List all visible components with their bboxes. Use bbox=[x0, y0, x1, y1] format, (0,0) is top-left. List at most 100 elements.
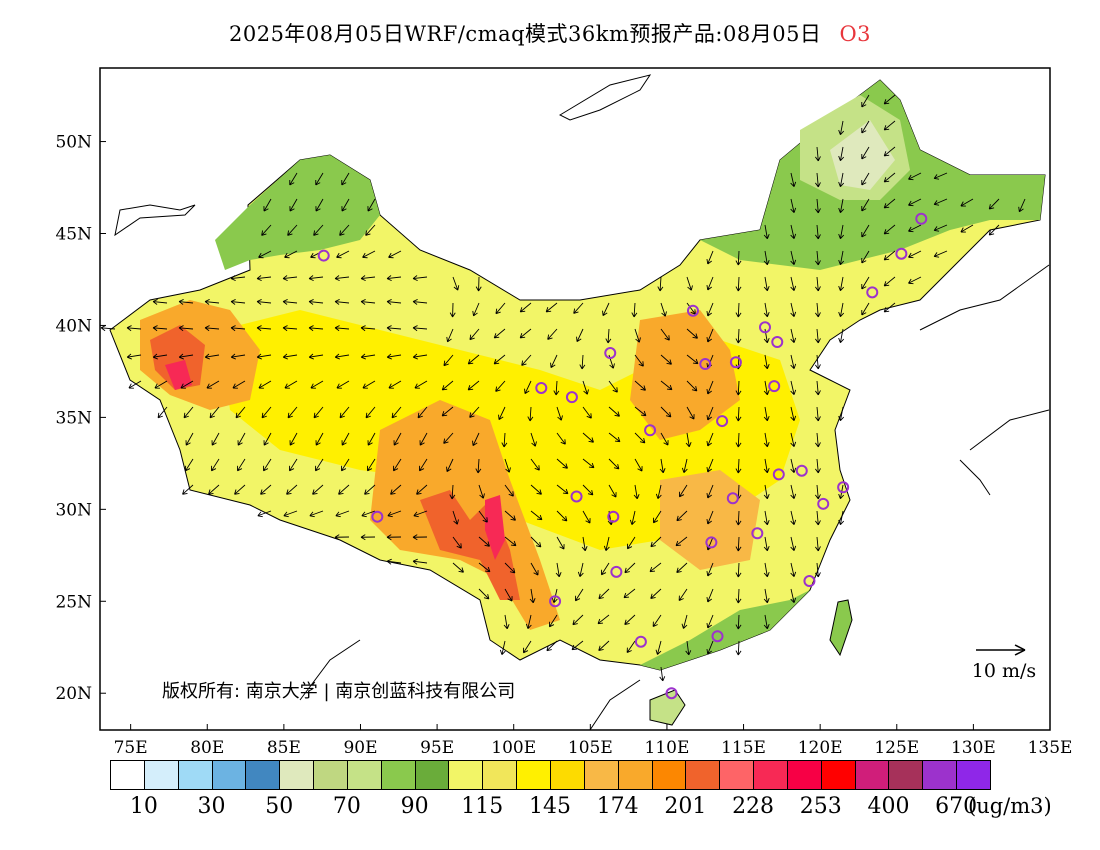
wind-arrow bbox=[412, 534, 428, 541]
wind-arrow bbox=[576, 328, 584, 343]
colorbar-swatch bbox=[854, 760, 890, 790]
wind-arrow bbox=[339, 406, 350, 419]
lon-label: 115E bbox=[721, 738, 766, 758]
wind-arrow bbox=[393, 432, 402, 446]
lon-label: 100E bbox=[491, 738, 536, 758]
station-marker bbox=[895, 247, 908, 260]
wind-arrow bbox=[309, 510, 324, 518]
wind-arrow bbox=[659, 458, 666, 474]
lon-label: 85E bbox=[267, 738, 301, 758]
wind-arrow bbox=[334, 299, 350, 305]
wind-arrow bbox=[230, 325, 246, 332]
wind-arrow bbox=[128, 380, 142, 389]
wind-arrow bbox=[334, 275, 350, 282]
wind-arrow bbox=[706, 588, 714, 603]
wind-arrow bbox=[735, 536, 742, 552]
wind-arrow bbox=[467, 354, 480, 365]
wind-arrow bbox=[263, 432, 272, 446]
wind-arrow bbox=[790, 302, 797, 317]
wind-arrow bbox=[495, 302, 506, 315]
wind-arrow bbox=[908, 250, 922, 259]
wind-arrow bbox=[861, 172, 870, 186]
wind-arrow bbox=[208, 484, 220, 495]
wind-arrow bbox=[763, 302, 770, 318]
wind-arrow bbox=[582, 484, 594, 496]
wind-arrow bbox=[814, 536, 821, 552]
west-magenta-core bbox=[165, 360, 192, 390]
wind-arrow bbox=[657, 276, 664, 292]
station-marker bbox=[604, 347, 617, 360]
wind-arrow bbox=[441, 406, 454, 417]
wind-arrow bbox=[763, 406, 770, 422]
south-coast-low-o3 bbox=[640, 590, 810, 670]
wind-arrow bbox=[414, 380, 428, 389]
wind-arrow bbox=[838, 302, 845, 318]
wind-arrow bbox=[478, 588, 490, 600]
wind-arrow bbox=[549, 614, 558, 628]
wind-arrow bbox=[838, 510, 845, 526]
wind-arrow bbox=[211, 458, 220, 472]
station-marker bbox=[570, 490, 583, 503]
wind-arrow bbox=[441, 380, 454, 391]
wind-arrow bbox=[556, 406, 563, 421]
station-marker bbox=[759, 321, 771, 334]
wind-arrow bbox=[814, 276, 821, 292]
wind-arrow bbox=[393, 458, 402, 472]
wind-arrow bbox=[814, 250, 821, 266]
wind-arrow bbox=[412, 275, 428, 282]
station-marker bbox=[772, 468, 785, 481]
wind-arrow bbox=[365, 406, 376, 419]
wind-arrow bbox=[469, 406, 480, 418]
colorbar-swatch bbox=[651, 760, 687, 790]
lon-label: 80E bbox=[190, 738, 224, 758]
colorbar-swatch bbox=[313, 760, 348, 790]
wind-arrow bbox=[499, 640, 506, 655]
wind-arrow bbox=[790, 510, 797, 525]
wind-arrow bbox=[814, 510, 821, 526]
hainan bbox=[649, 689, 686, 726]
wind-arrow bbox=[706, 562, 714, 577]
wind-arrow bbox=[556, 432, 566, 445]
wind-arrow bbox=[419, 458, 428, 472]
wind-arrow bbox=[686, 354, 699, 365]
wind-arrow bbox=[282, 353, 298, 360]
wind-arrow bbox=[838, 172, 845, 188]
wind-arrow bbox=[315, 458, 324, 472]
colorbar-label: 70 bbox=[332, 794, 361, 819]
colorbar-swatch bbox=[279, 760, 315, 790]
wind-arrow bbox=[390, 484, 402, 495]
wind-arrow bbox=[627, 536, 636, 550]
wind-arrow bbox=[814, 432, 821, 448]
wind-arrow bbox=[838, 406, 845, 422]
wind-arrow bbox=[388, 380, 402, 389]
colorbar-unit: (ug/m3) bbox=[968, 794, 1052, 818]
wind-arrow bbox=[339, 224, 350, 236]
wind-arrow bbox=[545, 302, 558, 313]
coastlines bbox=[114, 74, 1050, 731]
wind-arrow bbox=[814, 354, 821, 370]
wind-arrow bbox=[312, 484, 324, 495]
wind-arrow bbox=[706, 328, 714, 343]
wind-arrow bbox=[608, 380, 618, 393]
wind-arrow bbox=[289, 198, 298, 212]
wind-arrow bbox=[706, 432, 714, 447]
wind-arrow bbox=[883, 120, 896, 131]
wind-arrow bbox=[386, 558, 402, 565]
lat-label: 50N bbox=[55, 133, 92, 153]
wind-arrow bbox=[261, 224, 272, 236]
wind-arrow bbox=[283, 510, 298, 518]
wind-arrow bbox=[763, 458, 770, 474]
wind-arrow bbox=[287, 406, 298, 419]
wind-arrow bbox=[883, 250, 896, 261]
station-marker bbox=[716, 415, 729, 428]
station-marker bbox=[837, 481, 850, 494]
wind-arrow bbox=[308, 353, 324, 360]
wind-legend-label: 10 m/s bbox=[972, 660, 1036, 682]
wind-arrow bbox=[706, 458, 714, 473]
wind-arrow bbox=[467, 380, 480, 391]
wind-arrow bbox=[478, 484, 485, 499]
wind-arrow bbox=[556, 484, 569, 495]
wind-arrow bbox=[763, 276, 770, 292]
colorbar-swatch bbox=[719, 760, 755, 790]
wind-arrow bbox=[603, 536, 610, 551]
